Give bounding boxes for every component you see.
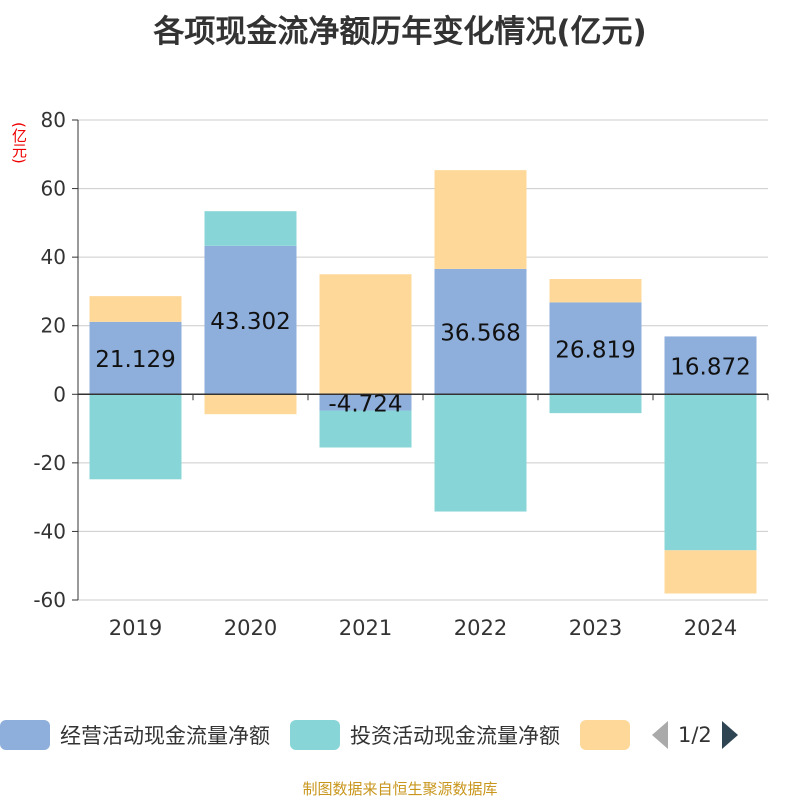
bar-segment: [89, 394, 182, 480]
chart-title: 各项现金流净额历年变化情况(亿元): [153, 14, 647, 50]
source-footer: 制图数据来自恒生聚源数据库: [302, 780, 498, 798]
bar-segment: [664, 394, 757, 551]
data-label: 36.568: [440, 321, 520, 347]
bar-segment: [204, 211, 297, 246]
bar-segment: [549, 279, 642, 303]
x-tick-label: 2024: [684, 616, 737, 640]
legend-label-investing[interactable]: 投资活动现金流量净额: [350, 724, 560, 748]
bar-segment: [549, 394, 642, 414]
bar-segment: [434, 394, 527, 512]
bar-segment: [549, 302, 642, 395]
legend-swatch-investing[interactable]: [290, 720, 340, 750]
y-tick-label: 40: [41, 245, 66, 269]
bar-segment: [319, 410, 412, 448]
legend-page-indicator: 1/2: [678, 723, 712, 747]
bar-segment: [664, 550, 757, 594]
y-tick-label: -60: [33, 588, 66, 612]
legend-swatch-financing[interactable]: [580, 720, 630, 750]
data-label: 21.129: [95, 347, 175, 373]
y-tick-label: -40: [33, 519, 66, 543]
y-axis-unit: (亿元): [10, 122, 28, 164]
legend-next-icon[interactable]: [721, 721, 738, 749]
bar-segment: [89, 296, 182, 322]
data-label: 16.872: [670, 354, 750, 380]
bar-segment: [664, 336, 757, 395]
legend-prev-icon[interactable]: [652, 721, 668, 749]
bar-segment: [434, 170, 527, 269]
x-tick-label: 2021: [339, 616, 392, 640]
y-tick-label: 60: [41, 177, 66, 201]
x-tick-label: 2019: [109, 616, 162, 640]
y-tick-label: 20: [41, 314, 66, 338]
x-tick-label: 2022: [454, 616, 507, 640]
bar-segment: [89, 321, 182, 395]
bar-segment: [204, 394, 297, 415]
data-label: 43.302: [210, 309, 290, 335]
y-tick-label: -20: [33, 451, 66, 475]
data-label: 26.819: [555, 337, 635, 363]
x-tick-label: 2023: [569, 616, 622, 640]
y-tick-label: 0: [53, 382, 66, 406]
bar-segment: [319, 394, 412, 411]
bar-segment: [434, 268, 527, 395]
legend: 经营活动现金流量净额 投资活动现金流量净额 1/2: [0, 718, 738, 752]
data-label: -4.724: [328, 391, 402, 417]
x-tick-label: 2020: [224, 616, 277, 640]
chart-plot: 80 60 40 20 0 -20 -40 -60 2019 2020 2021 2022 2023 20…: [33, 108, 769, 640]
bar-segment: [204, 245, 297, 395]
bar-segment: [319, 274, 412, 395]
y-tick-label: 80: [41, 108, 66, 132]
legend-label-operating[interactable]: 经营活动现金流量净额: [60, 724, 270, 748]
legend-swatch-operating[interactable]: [0, 720, 50, 750]
